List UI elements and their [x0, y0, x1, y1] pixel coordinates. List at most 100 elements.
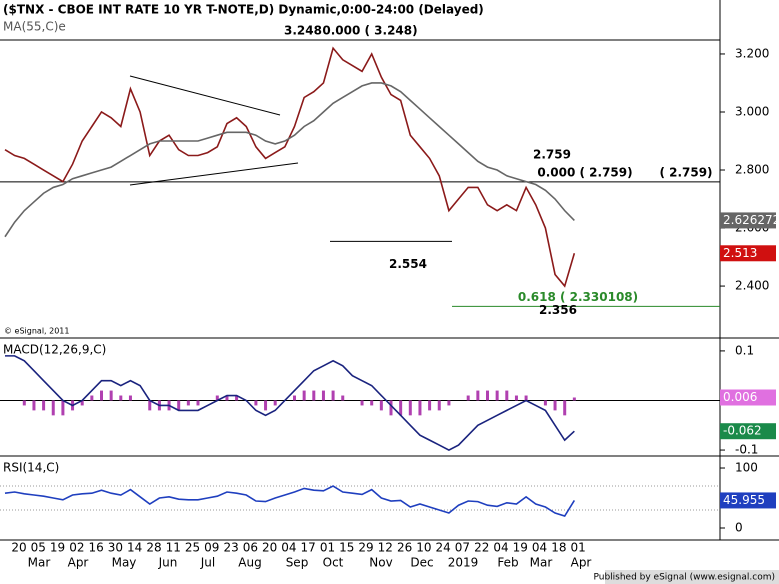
x-tick-label: 18 — [551, 541, 566, 555]
x-month-label: 2019 — [448, 556, 479, 570]
x-tick-label: 10 — [416, 541, 431, 555]
histogram-bar — [476, 390, 480, 401]
x-tick-label: 05 — [31, 541, 46, 555]
histogram-bar — [22, 400, 26, 406]
y-tick-label: 2.800 — [735, 163, 769, 177]
x-tick-label: 19 — [50, 541, 65, 555]
x-tick-label: 01 — [320, 541, 335, 555]
histogram-bar — [370, 400, 374, 406]
histogram-bar — [264, 400, 268, 411]
histogram-bar — [235, 395, 239, 401]
histogram-bar — [128, 395, 132, 401]
x-tick-label: 04 — [493, 541, 508, 555]
value-box — [720, 212, 776, 229]
histogram-bar — [177, 400, 181, 411]
x-tick-label: 29 — [358, 541, 373, 555]
annotation: ( 2.759) — [659, 165, 712, 179]
histogram-bar — [524, 395, 528, 401]
x-tick-label: 25 — [185, 541, 200, 555]
value-box-label: 2.626272 — [723, 213, 779, 227]
value-box — [720, 492, 776, 509]
x-tick-label: 24 — [436, 541, 451, 555]
value-box — [720, 389, 776, 406]
histogram-bar — [302, 390, 306, 401]
series-line — [5, 355, 575, 451]
histogram-bar — [408, 400, 412, 416]
value-box-label: 2.513 — [723, 246, 757, 260]
value-box — [720, 245, 776, 262]
panel-title: MACD(12,26,9,C) — [3, 343, 106, 357]
x-tick-label: 17 — [301, 541, 316, 555]
histogram-bar — [293, 395, 296, 401]
histogram-bar — [254, 400, 258, 406]
x-tick-label: 06 — [243, 541, 258, 555]
x-tick-label: 09 — [204, 541, 219, 555]
histogram-bar — [389, 400, 393, 416]
histogram-bar — [273, 400, 277, 406]
histogram-bar — [32, 400, 36, 411]
x-month-label: Apr — [68, 556, 89, 570]
histogram-bar — [563, 400, 567, 416]
x-month-label: Nov — [369, 556, 392, 570]
x-month-label: Mar — [28, 556, 51, 570]
x-month-label: Sep — [286, 556, 309, 570]
x-tick-label: 15 — [339, 541, 354, 555]
x-tick-label: 20 — [262, 541, 277, 555]
annotation: 2.356 — [539, 303, 577, 317]
histogram-bar — [148, 400, 152, 411]
x-tick-label: 22 — [474, 541, 489, 555]
series-line — [4, 485, 576, 517]
x-month-label: Feb — [497, 556, 518, 570]
histogram-bar — [360, 400, 364, 406]
x-month-label: Aug — [238, 556, 261, 570]
y-tick-label: 3.200 — [735, 46, 769, 60]
x-month-label: May — [112, 556, 137, 570]
x-month-label: Jul — [200, 556, 215, 570]
histogram-bar — [418, 400, 422, 416]
histogram-bar — [505, 390, 509, 401]
x-tick-label: 04 — [532, 541, 547, 555]
histogram-bar — [186, 400, 190, 406]
x-tick-label: 07 — [455, 541, 470, 555]
trendline — [129, 75, 281, 116]
value-box-label: 0.006 — [723, 390, 757, 404]
histogram-bar — [428, 400, 432, 411]
credit: © eSignal, 2011 — [4, 327, 69, 336]
histogram-bar — [553, 400, 557, 411]
histogram-bar — [437, 400, 441, 411]
annotation: 2.554 — [389, 257, 427, 271]
histogram-bar — [196, 400, 200, 406]
value-box-label: -0.062 — [723, 424, 762, 438]
histogram-bar — [543, 400, 547, 406]
histogram-bar — [225, 395, 229, 401]
histogram-bar — [572, 397, 576, 401]
histogram-bar — [466, 395, 470, 401]
trendline — [129, 162, 299, 186]
annotation: 2.759 — [533, 147, 571, 161]
x-tick-label: 19 — [513, 541, 528, 555]
x-tick-label: 20 — [11, 541, 26, 555]
chart-title: ($TNX - CBOE INT RATE 10 YR T-NOTE,D) Dy… — [3, 3, 484, 17]
y-tick-label: 0 — [735, 521, 743, 535]
histogram-bar — [119, 395, 123, 401]
y-tick-label: 0.1 — [735, 343, 754, 357]
histogram-bar — [486, 390, 489, 401]
annotation: 0.000 ( 3.248) — [322, 24, 417, 38]
x-tick-label: 11 — [166, 541, 181, 555]
footer-bg — [605, 570, 779, 584]
footer: Published by eSignal (www.esignal.com) — [593, 573, 775, 583]
series-line — [4, 46, 576, 288]
x-tick-label: 14 — [127, 541, 142, 555]
x-tick-label: 30 — [108, 541, 123, 555]
y-tick-label: 2.400 — [735, 279, 769, 293]
x-tick-label: 26 — [397, 541, 412, 555]
histogram-bar — [61, 400, 65, 416]
x-month-label: Dec — [410, 556, 433, 570]
annotation: 0.000 ( 2.759) — [537, 165, 632, 179]
histogram-bar — [495, 390, 499, 401]
x-month-label: Apr — [571, 556, 592, 570]
value-box — [720, 423, 776, 440]
histogram-bar — [514, 395, 518, 401]
